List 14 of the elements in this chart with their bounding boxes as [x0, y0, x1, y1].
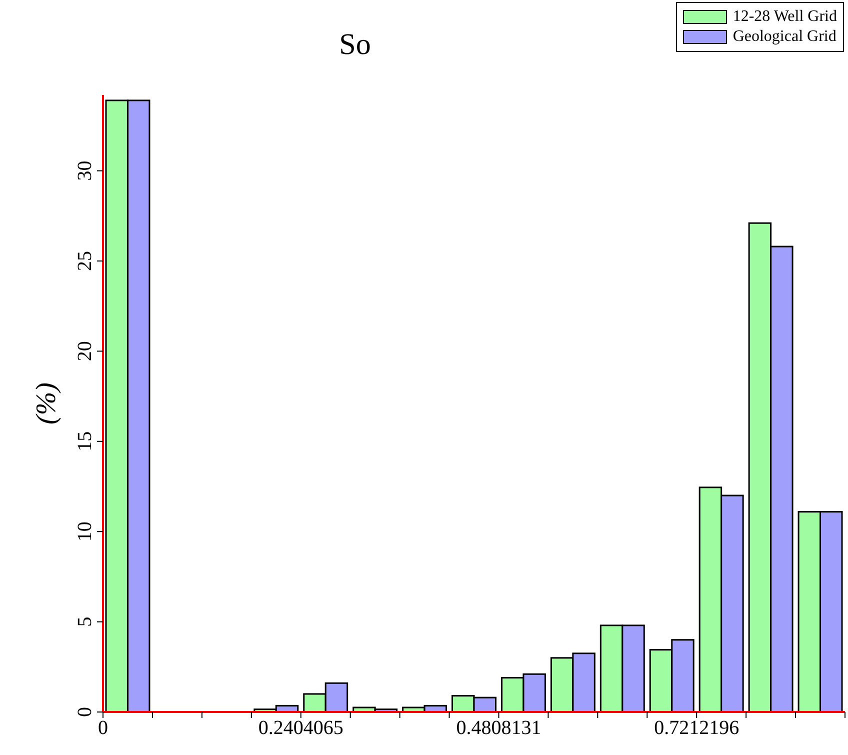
y-tick-label: 25	[74, 250, 96, 271]
y-axis-title: (%)	[30, 382, 62, 424]
chart-title: So	[338, 28, 372, 62]
y-tick-label: 20	[74, 341, 96, 362]
y-tick-label: 5	[74, 616, 96, 627]
x-tick-label: 0.2404065	[258, 717, 344, 740]
legend-label: 12-28 Well Grid	[732, 7, 837, 27]
y-tick-label: 15	[74, 431, 96, 452]
x-tick-label: 0.4808131	[456, 717, 542, 740]
legend-label: Geological Grid	[732, 27, 836, 47]
y-tick-label: 30	[74, 160, 96, 181]
y-tick-label: 0	[74, 707, 96, 717]
x-tick-label: 0.7212196	[654, 717, 740, 740]
y-tick-label: 10	[74, 522, 96, 542]
